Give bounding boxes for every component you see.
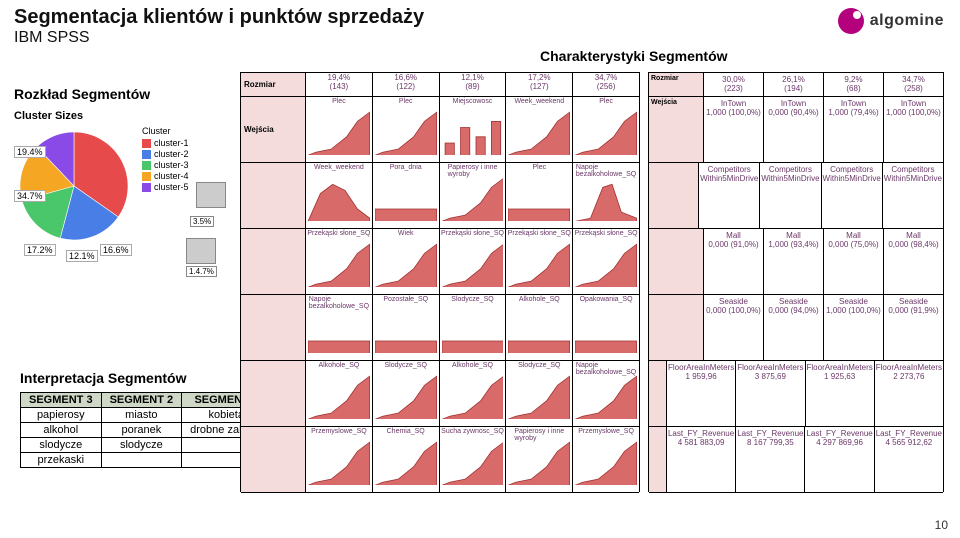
interp-title: Interpretacja Segmentów	[20, 370, 271, 386]
logo-text: algomine	[870, 12, 944, 30]
thumb-1-pct: 3.5%	[190, 216, 214, 227]
char-right-panel: Rozmiar30,0%(223)26,1%(194)9,2%(68)34,7%…	[648, 72, 944, 492]
logo-icon	[838, 8, 864, 34]
legend-row: cluster-3	[142, 160, 189, 170]
legend-title: Cluster	[142, 126, 189, 136]
legend-row: cluster-4	[142, 171, 189, 181]
thumb-1	[196, 182, 226, 208]
page-title: Segmentacja klientów i punktów sprzedaży	[0, 0, 960, 29]
brand-logo: algomine	[838, 8, 944, 34]
rozklad-label: Rozkład Segmentów	[14, 86, 224, 102]
cluster-sizes-title: Cluster Sizes	[14, 110, 224, 122]
pie-callout: 17.2%	[24, 244, 56, 256]
pie-callout: 16.6%	[100, 244, 132, 256]
legend-row: cluster-2	[142, 149, 189, 159]
pie-callout: 34.7%	[14, 190, 46, 202]
pie-chart: Cluster cluster-1cluster-2cluster-3clust…	[14, 126, 214, 266]
thumb-2	[186, 238, 216, 264]
char-left-panel: Rozmiar19,4%(143)16,6%(122)12,1%(89)17,2…	[240, 72, 640, 492]
page-number: 10	[935, 518, 948, 532]
pie-callout: 19.4%	[14, 146, 46, 158]
legend-row: cluster-5	[142, 182, 189, 192]
legend-row: cluster-1	[142, 138, 189, 148]
seg-table: SEGMENT 3SEGMENT 2SEGMENT 5 papierosymia…	[20, 392, 271, 468]
page-subtitle: IBM SPSS	[0, 29, 960, 53]
char-label: Charakterystyki Segmentów	[540, 48, 728, 64]
interp-block: Interpretacja Segmentów SEGMENT 3SEGMENT…	[20, 370, 271, 468]
pie-legend: Cluster cluster-1cluster-2cluster-3clust…	[142, 126, 189, 193]
thumb-2-pct: 1.4.7%	[186, 266, 217, 277]
pie-callout: 12.1%	[66, 250, 98, 262]
